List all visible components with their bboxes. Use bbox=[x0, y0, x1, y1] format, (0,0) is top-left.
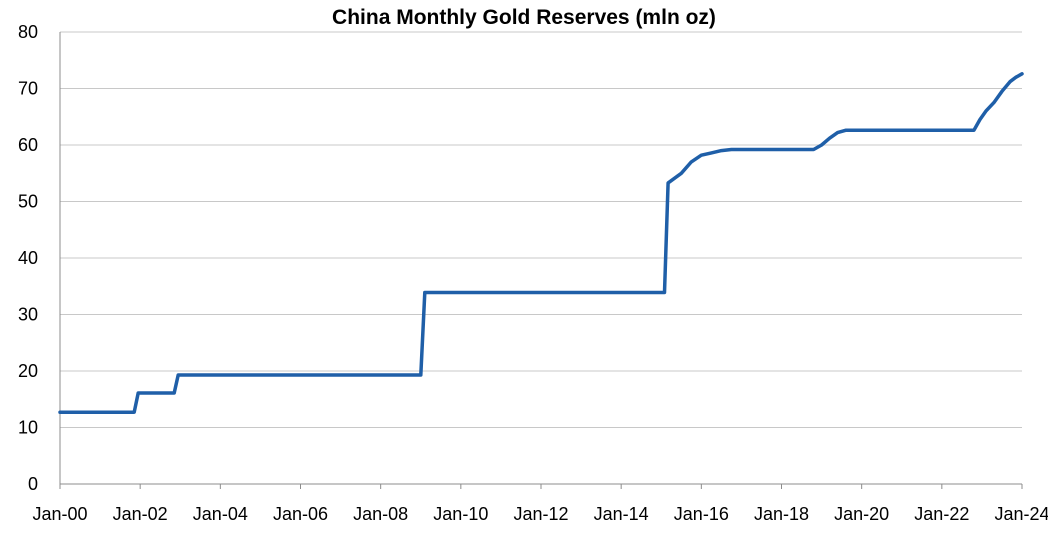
x-tick-label-Jan-14: Jan-14 bbox=[594, 504, 649, 524]
x-tick-label-Jan-04: Jan-04 bbox=[193, 504, 248, 524]
x-tick-label-Jan-22: Jan-22 bbox=[914, 504, 969, 524]
y-tick-label-10: 10 bbox=[18, 418, 38, 438]
y-tick-label-20: 20 bbox=[18, 361, 38, 381]
x-tick-label-Jan-16: Jan-16 bbox=[674, 504, 729, 524]
x-tick-label-Jan-24: Jan-24 bbox=[994, 504, 1048, 524]
y-tick-label-30: 30 bbox=[18, 305, 38, 325]
x-tick-label-Jan-20: Jan-20 bbox=[834, 504, 889, 524]
y-tick-label-0: 0 bbox=[28, 474, 38, 494]
x-tick-label-Jan-10: Jan-10 bbox=[433, 504, 488, 524]
x-tick-label-Jan-00: Jan-00 bbox=[32, 504, 87, 524]
x-tick-label-Jan-12: Jan-12 bbox=[513, 504, 568, 524]
y-tick-label-70: 70 bbox=[18, 79, 38, 99]
y-tick-label-50: 50 bbox=[18, 192, 38, 212]
x-tick-label-Jan-06: Jan-06 bbox=[273, 504, 328, 524]
y-tick-label-80: 80 bbox=[18, 22, 38, 42]
x-tick-label-Jan-08: Jan-08 bbox=[353, 504, 408, 524]
y-tick-label-60: 60 bbox=[18, 135, 38, 155]
y-tick-label-40: 40 bbox=[18, 248, 38, 268]
series-line-0 bbox=[58, 72, 1024, 414]
chart-title: China Monthly Gold Reserves (mln oz) bbox=[332, 6, 716, 29]
x-tick-label-Jan-18: Jan-18 bbox=[754, 504, 809, 524]
x-tick-label-Jan-02: Jan-02 bbox=[113, 504, 168, 524]
